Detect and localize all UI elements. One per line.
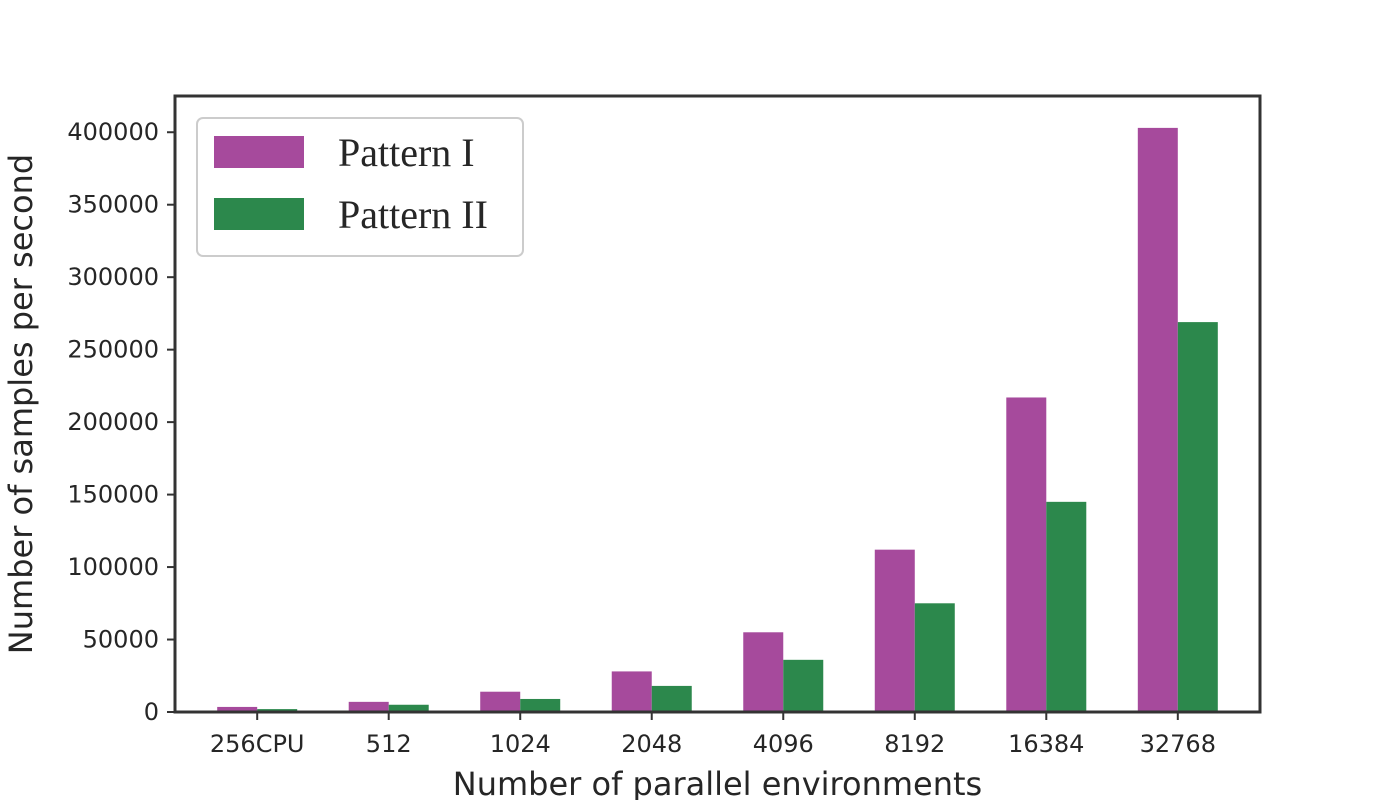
x-tick-label: 512: [366, 730, 412, 758]
y-tick-label: 400000: [67, 118, 159, 146]
y-tick-label: 150000: [67, 481, 159, 509]
y-tick-label: 200000: [67, 408, 159, 436]
plot-frame: [173, 94, 1262, 714]
legend-swatch: [214, 198, 304, 230]
x-tick-label: 8192: [884, 730, 945, 758]
bar-1-32768: [1137, 127, 1178, 712]
bar-1-16384: [1006, 397, 1047, 712]
x-tick-label: 4096: [753, 730, 814, 758]
bars-layer: [217, 127, 1218, 712]
y-tick-label: 300000: [67, 263, 159, 291]
y-tick-label: 350000: [67, 191, 159, 219]
y-axis-title: Number of samples per second: [2, 154, 40, 654]
bar-2-512: [388, 704, 429, 712]
bar-2-16384: [1046, 501, 1087, 712]
bar-2-32768: [1177, 322, 1218, 712]
y-tick-label: 50000: [83, 626, 159, 654]
bar-1-1024: [480, 691, 521, 712]
legend-label: Pattern I: [338, 130, 475, 175]
y-tick-label: 100000: [67, 553, 159, 581]
bar-2-1024: [520, 698, 561, 712]
x-tick-label: 2048: [621, 730, 682, 758]
bar-1-512: [348, 701, 389, 712]
x-tick-label: 32768: [1140, 730, 1216, 758]
x-tick-label: 1024: [490, 730, 551, 758]
y-axis: 0 50000 100000 150000 200000 250000 300000 3500…: [67, 118, 175, 726]
bar-2-4096: [783, 659, 824, 712]
x-axis-title: Number of parallel environments: [453, 765, 982, 800]
x-tick-label: 16384: [1008, 730, 1084, 758]
bar-2-8192: [914, 603, 955, 712]
bar-1-2048: [611, 671, 652, 712]
legend-swatch: [214, 136, 304, 168]
bar-1-8192: [874, 549, 915, 712]
bar-2-2048: [651, 685, 692, 712]
x-tick-label: 256CPU: [210, 730, 305, 758]
bar-1-256CPU: [217, 706, 258, 712]
legend-label: Pattern II: [338, 192, 488, 237]
y-tick-label: 250000: [67, 336, 159, 364]
x-axis: 256CPU 512 1024 2048 4096 8192 16384 32768: [210, 712, 1216, 758]
y-tick-label: 0: [144, 698, 159, 726]
legend: Pattern I Pattern II: [196, 117, 524, 257]
bar-1-4096: [743, 632, 784, 712]
